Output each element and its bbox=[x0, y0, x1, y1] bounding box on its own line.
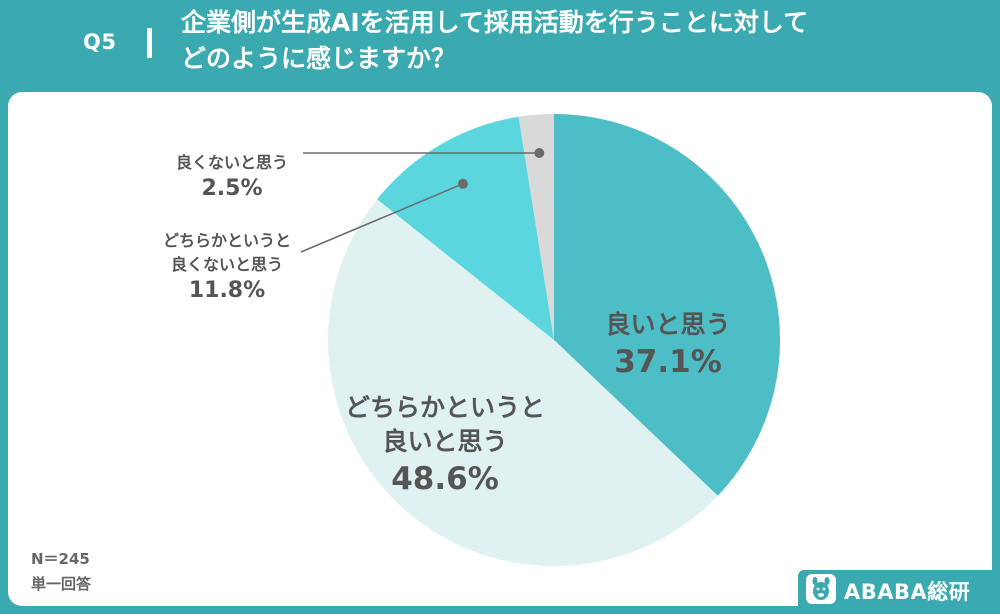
brand-badge: ABABA総研 bbox=[798, 570, 994, 610]
slice-label-not-good: 良くないと思う 2.5% bbox=[175, 153, 288, 201]
slice-label-somewhat-good: どちらかというと 良いと思う 48.6% bbox=[344, 393, 545, 497]
slice-label-somewhat-not-good: どちらかというと 良くないと思う 11.8% bbox=[162, 231, 291, 303]
question-title: 企業側が生成AIを活用して採用活動を行うことに対して どのように感じますか？ bbox=[181, 8, 809, 73]
slice-somewhat-good bbox=[327, 199, 718, 567]
brand-name: ABABA総研 bbox=[844, 580, 971, 604]
leader-somewhat-not-good-dot bbox=[457, 178, 468, 189]
slice-not-good bbox=[518, 114, 554, 340]
slice-somewhat-not-good bbox=[377, 116, 554, 340]
slice-label-good: 良いと思う 37.1% bbox=[605, 310, 731, 380]
alpaca-icon bbox=[806, 574, 836, 604]
header: Q5 企業側が生成AIを活用して採用活動を行うことに対して どのように感じますか… bbox=[0, 0, 1000, 92]
leader-somewhat-not-good bbox=[300, 183, 464, 253]
slice-good bbox=[554, 114, 780, 496]
question-number: Q5 bbox=[83, 30, 117, 54]
title-divider bbox=[147, 28, 152, 58]
answer-type: 単一回答 bbox=[31, 575, 92, 593]
leader-not-good-dot bbox=[534, 147, 545, 158]
sample-size: N＝245 bbox=[31, 550, 90, 568]
